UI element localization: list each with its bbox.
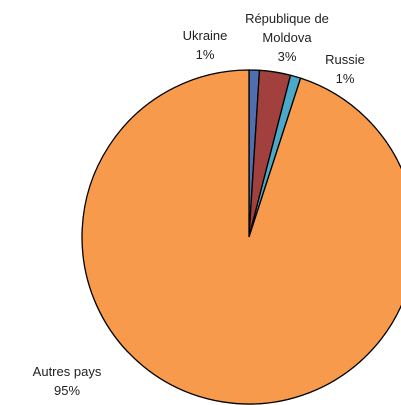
- value-label: 95%: [53, 383, 81, 398]
- slice-label: Russie 1%: [325, 50, 365, 88]
- slice-label: République de Moldova 3%: [232, 9, 342, 66]
- category-name: République de Moldova: [245, 11, 329, 45]
- value-label: 3%: [277, 49, 297, 64]
- category-name: Ukraine: [182, 28, 228, 43]
- category-name: Russie: [325, 52, 365, 67]
- category-name: Autres pays: [32, 364, 102, 379]
- slice-label: Ukraine 1%: [183, 26, 228, 64]
- slice-label: Autres pays 95%: [33, 362, 102, 400]
- pie-slice: [81, 69, 401, 405]
- value-label: 1%: [335, 71, 355, 86]
- value-label: 1%: [195, 47, 215, 62]
